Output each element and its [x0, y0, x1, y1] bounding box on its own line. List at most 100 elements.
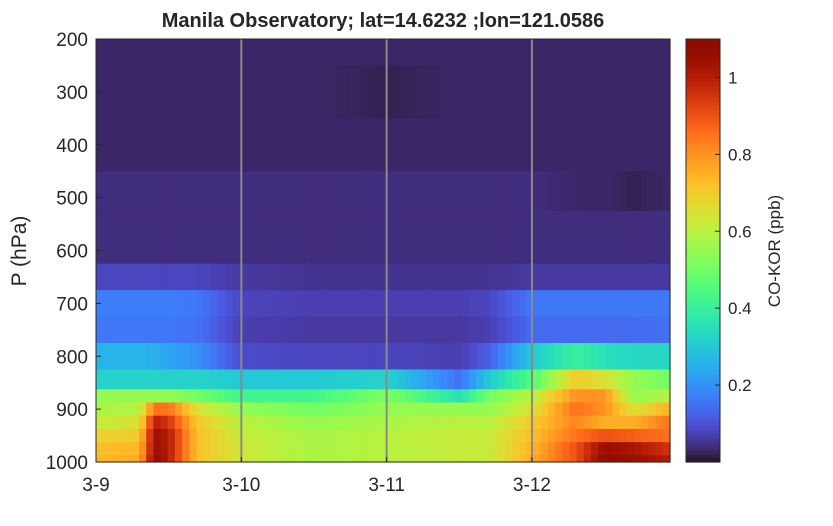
heatmap-cell	[282, 263, 291, 291]
heatmap-cell	[347, 442, 355, 456]
heatmap-cell	[246, 210, 255, 238]
heatmap-cell	[325, 263, 334, 291]
heatmap-cell	[124, 402, 133, 417]
heatmap-cell	[619, 118, 628, 172]
heatmap-cell	[153, 39, 162, 67]
heatmap-cell	[612, 369, 621, 390]
heatmap-cell	[655, 39, 664, 67]
heatmap-cell	[418, 369, 427, 390]
heatmap-cell	[440, 237, 449, 265]
heatmap-cell	[318, 369, 327, 390]
heatmap-cell	[160, 428, 169, 443]
heatmap-cell	[626, 369, 635, 390]
heatmap-cell	[476, 210, 485, 238]
heatmap-cell	[461, 65, 470, 119]
heatmap-cell	[605, 389, 614, 404]
heatmap-cell	[598, 389, 607, 404]
heatmap-cell	[562, 428, 571, 443]
heatmap-cell	[504, 428, 513, 443]
colorbar-segment	[686, 289, 720, 294]
heatmap-cell	[454, 455, 463, 463]
heatmap-cell	[548, 210, 556, 238]
colorbar-segment	[686, 324, 720, 329]
heatmap-cell	[461, 389, 470, 404]
heatmap-cell	[619, 237, 628, 265]
heatmap-cell	[540, 428, 549, 443]
heatmap-cell	[411, 402, 420, 417]
heatmap-cell	[461, 118, 470, 172]
heatmap-cell	[540, 369, 549, 390]
heatmap-cell	[232, 39, 241, 67]
heatmap-cell	[583, 455, 592, 463]
heatmap-cell	[282, 402, 291, 417]
heatmap-cell	[325, 343, 334, 371]
heatmap-cell	[548, 389, 556, 404]
heatmap-cell	[533, 118, 542, 172]
heatmap-cell	[583, 428, 592, 443]
heatmap-cell	[512, 210, 520, 238]
colorbar-segment	[686, 60, 720, 65]
colorbar-segment	[686, 317, 720, 322]
heatmap-cell	[497, 343, 506, 371]
heatmap-cell	[375, 455, 384, 463]
heatmap-cell	[605, 442, 614, 456]
colorbar-segment	[686, 201, 720, 206]
heatmap-cell	[160, 316, 169, 344]
heatmap-cell	[483, 455, 492, 463]
heatmap-cell	[619, 171, 628, 212]
colorbar-segment	[686, 338, 720, 343]
heatmap-cell	[110, 428, 119, 443]
heatmap-cell	[662, 39, 671, 67]
colorbar-segment	[686, 158, 720, 163]
heatmap-cell	[655, 171, 664, 212]
colorbar-segment	[686, 141, 720, 146]
heatmap-cell	[368, 343, 377, 371]
heatmap-cell	[253, 171, 262, 212]
heatmap-cell	[261, 290, 269, 318]
heatmap-cell	[591, 118, 599, 172]
heatmap-cell	[246, 455, 255, 463]
heatmap-cell	[447, 415, 456, 430]
heatmap-cell	[239, 290, 248, 318]
heatmap-cell	[390, 118, 398, 172]
heatmap-cell	[519, 210, 528, 238]
heatmap-cell	[296, 428, 305, 443]
heatmap-cell	[103, 65, 111, 119]
heatmap-cell	[296, 442, 305, 456]
heatmap-cell	[318, 118, 327, 172]
heatmap-cell	[217, 39, 226, 67]
colorbar-segment	[686, 271, 720, 276]
heatmap-cell	[96, 442, 104, 456]
heatmap-cell	[361, 39, 370, 67]
heatmap-cell	[375, 290, 384, 318]
heatmap-cell	[454, 65, 463, 119]
heatmap-cell	[648, 369, 657, 390]
heatmap-cell	[289, 39, 298, 67]
heatmap-cell	[598, 415, 607, 430]
heatmap-cell	[526, 389, 535, 404]
heatmap-cell	[562, 65, 571, 119]
heatmap-cell	[583, 210, 592, 238]
heatmap-cell	[361, 428, 370, 443]
heatmap-cell	[397, 343, 406, 371]
heatmap-cell	[533, 369, 542, 390]
heatmap-cell	[497, 455, 506, 463]
heatmap-cell	[433, 343, 441, 371]
heatmap-cell	[476, 428, 485, 443]
heatmap-cell	[167, 39, 176, 67]
heatmap-cell	[641, 442, 650, 456]
heatmap-cell	[232, 237, 241, 265]
heatmap-cell	[375, 118, 384, 172]
heatmap-cell	[146, 415, 154, 430]
heatmap-cell	[519, 455, 528, 463]
heatmap-cell	[225, 210, 233, 238]
heatmap-cell	[504, 263, 513, 291]
heatmap-cell	[339, 171, 348, 212]
heatmap-cell	[504, 237, 513, 265]
heatmap-cell	[404, 415, 413, 430]
heatmap-cell	[512, 402, 520, 417]
heatmap-cell	[304, 428, 312, 443]
heatmap-cell	[289, 210, 298, 238]
colorbar-segment	[686, 359, 720, 364]
heatmap-cell	[433, 316, 441, 344]
